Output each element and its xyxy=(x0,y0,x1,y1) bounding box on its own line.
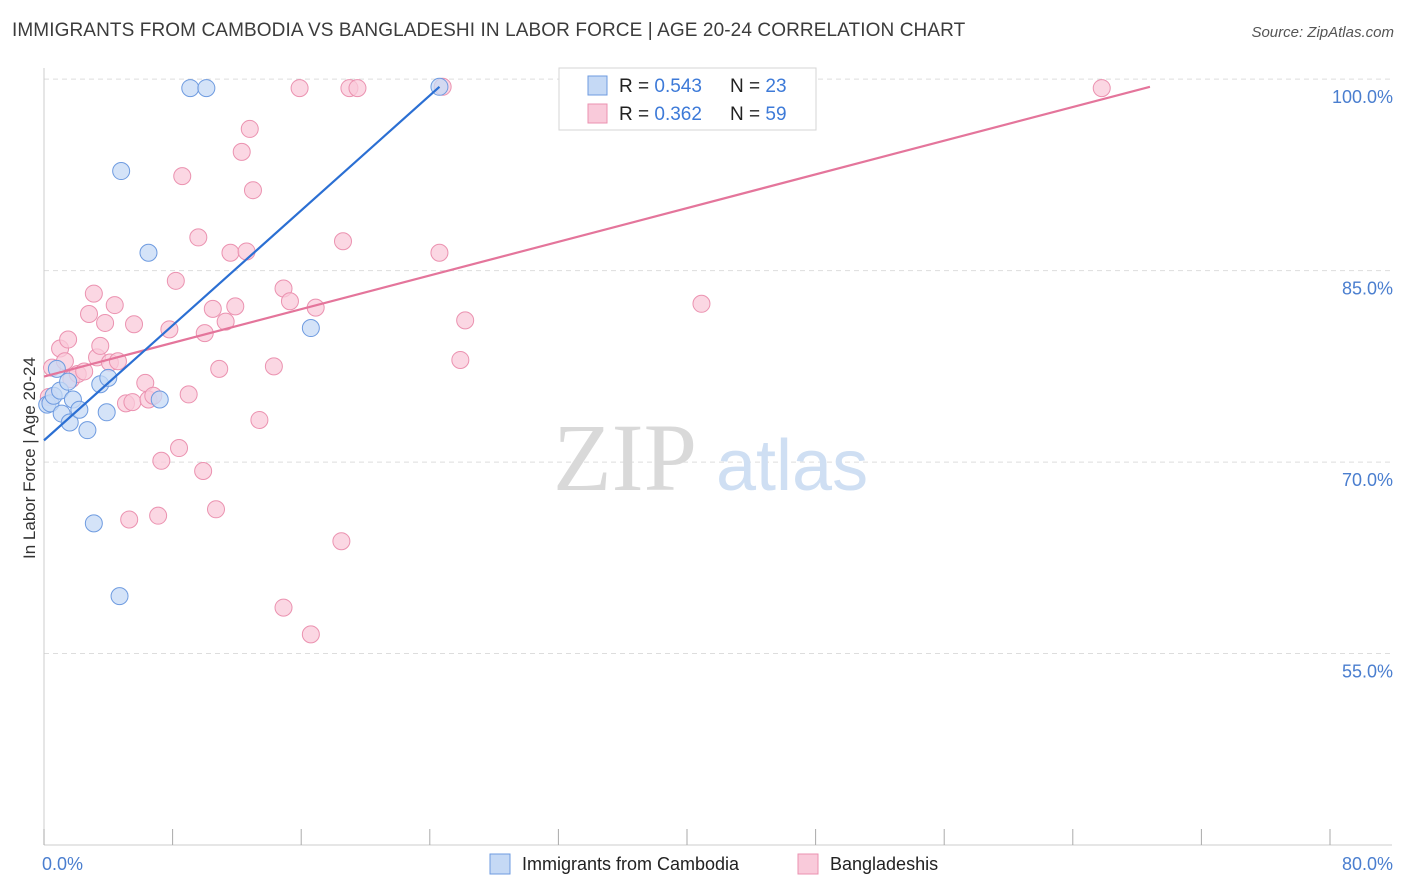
y-tick-label-3: 55.0% xyxy=(1342,662,1393,682)
bangladeshi-point-41 xyxy=(240,119,259,138)
bangladeshi-point-60 xyxy=(1092,79,1111,98)
legend-row-1-n: N = 23 xyxy=(730,76,787,97)
bangladeshi-point-38 xyxy=(226,297,245,316)
bangladeshi-point-17 xyxy=(120,510,139,529)
cambodia-point-17 xyxy=(139,243,158,262)
bangladeshi-point-33 xyxy=(203,299,222,318)
bangladeshi-point-36 xyxy=(216,312,235,331)
cambodia-point-19 xyxy=(181,79,200,98)
legend-row-1: R = 0.543 xyxy=(619,76,702,97)
legend-r-label-2: R = xyxy=(619,104,654,125)
bottom-legend-swatch-blue xyxy=(489,853,511,875)
cambodia-point-16 xyxy=(112,162,131,181)
cambodia-point-13 xyxy=(97,403,116,422)
legend-row-2-n: N = 59 xyxy=(730,104,787,125)
y-tick-label-2: 70.0% xyxy=(1342,470,1393,490)
bangladeshi-point-51 xyxy=(332,532,351,551)
bangladeshi-point-48 xyxy=(290,79,309,98)
cambodia-point-15 xyxy=(110,587,129,606)
cambodia-trend-line xyxy=(43,85,441,442)
legend-r-value-2: 0.362 xyxy=(654,104,702,125)
trend-lines xyxy=(43,85,1151,442)
bangladeshi-point-29 xyxy=(179,385,198,404)
bangladeshi-point-26 xyxy=(166,271,185,290)
bangladeshi-point-54 xyxy=(348,79,367,98)
y-tick-labels: 100.0% 85.0% 70.0% 55.0% xyxy=(1332,87,1393,681)
x-tick-labels: 0.0% 80.0% xyxy=(42,854,1393,874)
y-tick-label-0: 100.0% xyxy=(1332,87,1393,107)
bangladeshi-point-14 xyxy=(105,296,124,315)
bangladeshi-point-35 xyxy=(210,359,229,378)
gridlines xyxy=(44,78,1392,655)
bangladeshi-point-9 xyxy=(84,284,103,303)
cambodia-point-11 xyxy=(84,514,103,533)
cambodia-points xyxy=(38,77,449,606)
bottom-legend-label-bangladeshis: Bangladeshis xyxy=(830,854,938,874)
cambodia-point-20 xyxy=(197,79,216,98)
bangladeshi-point-44 xyxy=(264,357,283,376)
legend-n-label-1: N = xyxy=(730,76,765,97)
bangladeshi-point-45 xyxy=(274,598,293,617)
watermark-zip: ZIP xyxy=(553,404,697,511)
bangladeshi-point-19 xyxy=(125,315,144,334)
bangladeshi-point-39 xyxy=(232,142,251,161)
axes xyxy=(43,68,1392,846)
bottom-legend: Immigrants from Cambodia Bangladeshis xyxy=(489,853,938,875)
bottom-legend-swatch-pink xyxy=(797,853,819,875)
bangladeshi-point-11 xyxy=(91,336,110,355)
legend-box: R = 0.543 N = 23 R = 0.362 N = 59 xyxy=(558,67,817,131)
bangladeshi-point-28 xyxy=(173,167,192,186)
cambodia-point-10 xyxy=(78,421,97,440)
y-axis-label: In Labor Force | Age 20-24 xyxy=(20,357,39,559)
watermark-atlas: atlas xyxy=(716,426,868,506)
bangladeshi-point-55 xyxy=(430,243,449,262)
bangladeshi-point-49 xyxy=(301,625,320,644)
bangladeshi-point-18 xyxy=(123,393,142,412)
bangladeshi-point-40 xyxy=(237,242,256,261)
legend-r-value-1: 0.543 xyxy=(654,76,702,97)
legend-swatch-pink xyxy=(587,103,608,124)
bangladeshi-point-57 xyxy=(451,350,470,369)
cambodia-point-6 xyxy=(59,372,78,391)
bangladeshi-point-58 xyxy=(456,311,475,330)
bangladeshi-point-23 xyxy=(149,506,168,525)
legend-row-2: R = 0.362 xyxy=(619,104,702,125)
legend-swatch-blue xyxy=(587,75,608,96)
bangladeshi-point-59 xyxy=(692,294,711,313)
legend-n-label-2: N = xyxy=(730,104,765,125)
legend-n-value-1: 23 xyxy=(765,76,786,97)
bangladeshi-point-12 xyxy=(96,313,115,332)
cambodia-point-7 xyxy=(60,413,79,432)
bangladeshi-point-34 xyxy=(207,500,226,519)
cambodia-point-14 xyxy=(99,368,118,387)
bangladeshi-point-37 xyxy=(221,243,240,262)
bangladeshi-point-4 xyxy=(59,330,78,349)
bangladeshi-point-31 xyxy=(194,462,213,481)
bangladeshi-trend-line xyxy=(43,85,1151,378)
bottom-legend-label-cambodia: Immigrants from Cambodia xyxy=(522,854,740,874)
bangladeshi-point-24 xyxy=(152,451,171,470)
bangladeshi-point-43 xyxy=(250,410,269,429)
x-tick-label-1: 80.0% xyxy=(1342,854,1393,874)
cambodia-point-21 xyxy=(301,319,320,338)
bangladeshi-points xyxy=(39,77,1111,644)
bangladeshi-point-27 xyxy=(170,439,189,458)
chart-title: IMMIGRANTS FROM CAMBODIA VS BANGLADESHI … xyxy=(12,20,966,41)
source-label: Source: ZipAtlas.com xyxy=(1251,24,1394,41)
legend-r-label-1: R = xyxy=(619,76,654,97)
y-tick-label-1: 85.0% xyxy=(1342,279,1393,299)
bangladeshi-point-47 xyxy=(280,292,299,311)
bangladeshi-point-8 xyxy=(80,305,99,324)
x-tick-label-0: 0.0% xyxy=(42,854,83,874)
cambodia-point-18 xyxy=(150,390,169,409)
bangladeshi-point-30 xyxy=(189,228,208,247)
bangladeshi-point-42 xyxy=(243,181,262,200)
bangladeshi-point-52 xyxy=(333,232,352,251)
legend-n-value-2: 59 xyxy=(765,104,786,125)
